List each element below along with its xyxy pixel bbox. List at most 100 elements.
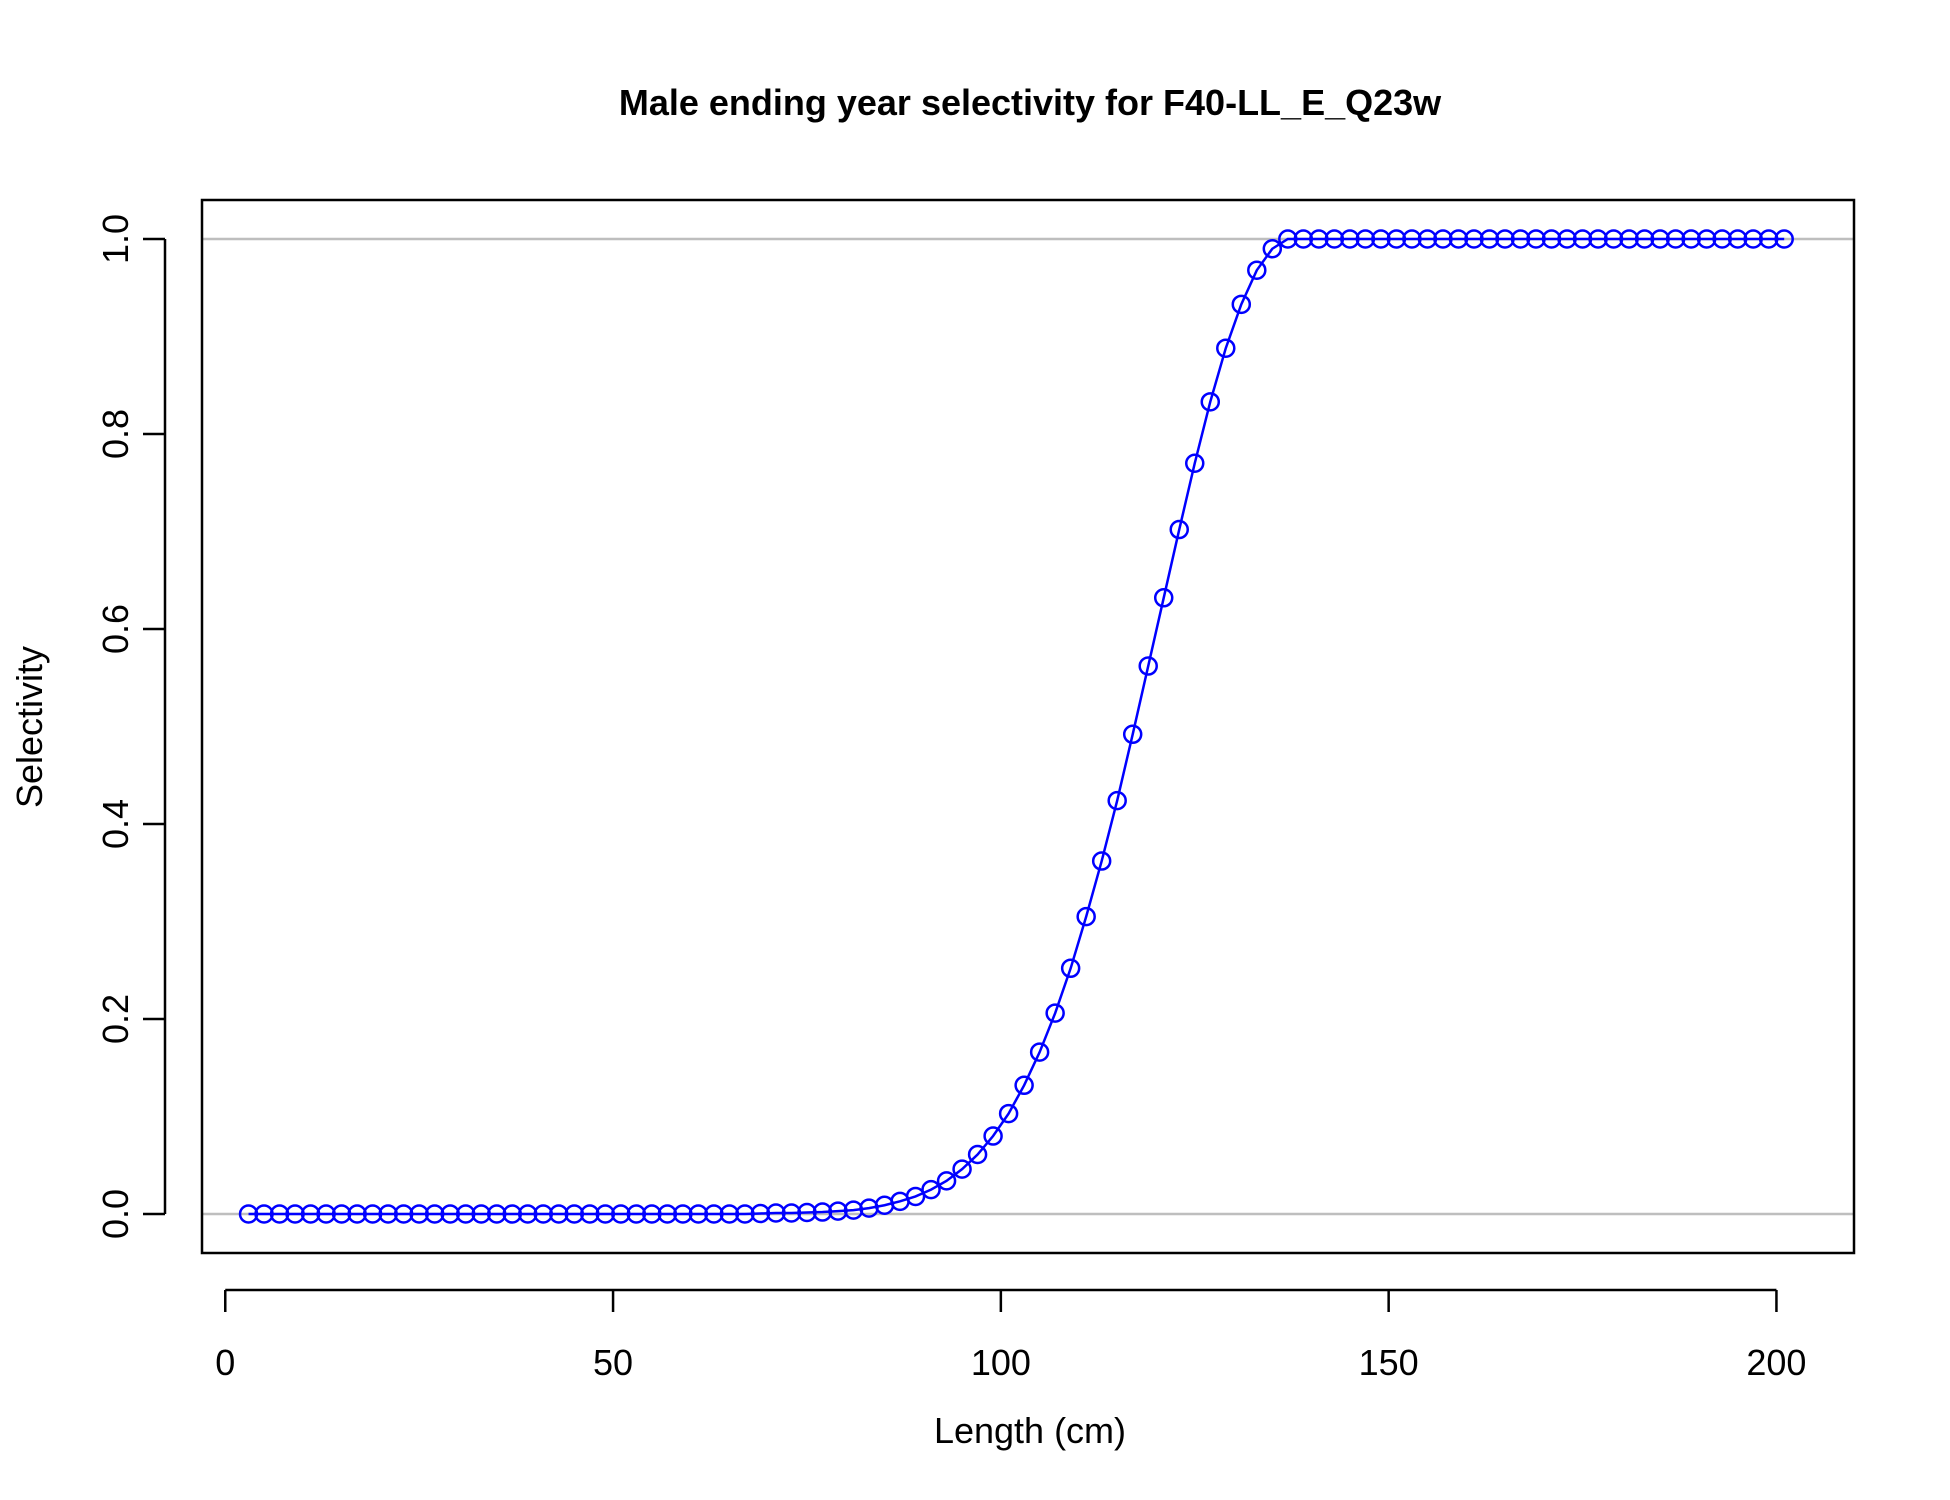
x-tick-label: 150: [1359, 1342, 1419, 1383]
data-point: [719, 1204, 740, 1224]
data-point: [1665, 229, 1686, 249]
data-point: [1758, 229, 1779, 249]
data-point: [1696, 229, 1717, 249]
data-point: [1371, 229, 1391, 249]
data-point: [533, 1204, 554, 1224]
data-point: [285, 1204, 305, 1224]
data-point: [1014, 1075, 1034, 1096]
data-point: [1712, 229, 1732, 249]
data-point: [595, 1204, 616, 1224]
data-point: [1045, 1003, 1065, 1023]
data-point: [393, 1204, 414, 1224]
data-point: [1324, 229, 1345, 249]
data-point: [1743, 229, 1763, 249]
data-point: [1076, 906, 1096, 927]
y-tick-label: 1.0: [95, 214, 136, 264]
x-axis-label: Length (cm): [934, 1410, 1126, 1451]
data-point: [331, 1204, 352, 1224]
series-line: [248, 237, 1785, 1216]
data-point: [455, 1204, 476, 1224]
data-point: [1603, 229, 1624, 249]
x-tick-label: 50: [593, 1342, 633, 1383]
data-point: [1402, 229, 1422, 249]
data-point: [1355, 229, 1376, 249]
data-point: [626, 1204, 647, 1224]
data-point: [1479, 229, 1500, 249]
x-tick-label: 200: [1746, 1342, 1806, 1383]
data-point: [1572, 229, 1593, 249]
data-point: [1541, 229, 1562, 249]
data-point: [1309, 229, 1329, 249]
data-point: [967, 1144, 988, 1165]
data-point: [1153, 588, 1174, 608]
data-point: [580, 1204, 600, 1224]
data-point: [1727, 229, 1748, 249]
plot-frame: [200, 198, 1856, 1255]
data-point: [564, 1204, 585, 1224]
data-point: [1774, 229, 1794, 249]
data-point: [1681, 229, 1701, 249]
y-axis: 0.0 0.2 0.4 0.6 0.8 1.0: [95, 214, 167, 1239]
data-point: [1122, 724, 1143, 745]
data-point: [1231, 294, 1252, 315]
data-point: [1200, 392, 1221, 412]
data-point: [1138, 656, 1158, 676]
data-point: [1293, 229, 1314, 249]
data-point: [657, 1204, 678, 1224]
data-point: [1060, 958, 1081, 979]
data-point: [1433, 229, 1453, 249]
data-point: [238, 1204, 259, 1224]
data-point: [936, 1171, 957, 1191]
data-point: [1510, 229, 1531, 249]
data-point: [1091, 851, 1112, 871]
data-point: [750, 1203, 771, 1224]
data-point: [1619, 229, 1639, 249]
data-point: [1247, 260, 1267, 280]
data-point: [1448, 229, 1469, 249]
data-point: [642, 1204, 662, 1224]
y-tick-label: 0.4: [95, 799, 136, 849]
data-point: [905, 1186, 926, 1207]
reference-lines: [202, 237, 1854, 1216]
data-point: [983, 1126, 1003, 1146]
data-point: [1029, 1042, 1050, 1062]
data-point: [1216, 338, 1236, 358]
data-point: [409, 1204, 429, 1224]
data-point: [673, 1204, 693, 1224]
data-point: [424, 1204, 445, 1224]
data-point: [704, 1204, 724, 1224]
data-point: [549, 1204, 569, 1224]
y-tick-label: 0.8: [95, 409, 136, 459]
data-point: [316, 1204, 336, 1224]
data-point: [502, 1204, 522, 1224]
data-point: [1557, 229, 1577, 249]
data-point: [1526, 229, 1546, 249]
data-point: [517, 1204, 538, 1224]
data-point: [1417, 229, 1438, 249]
data-point: [1169, 519, 1189, 540]
y-tick-label: 0.0: [95, 1189, 136, 1239]
data-point: [362, 1204, 383, 1224]
data-point: [735, 1204, 755, 1224]
y-tick-label: 0.6: [95, 604, 136, 654]
data-point: [1107, 790, 1127, 811]
data-point: [797, 1202, 817, 1223]
data-point: [1262, 239, 1283, 259]
data-point: [254, 1204, 274, 1224]
data-point: [781, 1203, 802, 1223]
data-point: [300, 1204, 321, 1224]
data-point: [1386, 229, 1407, 249]
data-point: [440, 1204, 460, 1224]
data-point: [269, 1204, 290, 1224]
data-point: [688, 1204, 709, 1224]
x-tick-label: 100: [971, 1342, 1031, 1383]
data-point: [1464, 229, 1484, 249]
series-layer: [238, 229, 1794, 1224]
data-point: [998, 1103, 1019, 1124]
y-tick-label: 0.2: [95, 994, 136, 1044]
data-point: [1634, 229, 1655, 249]
data-point: [1588, 229, 1608, 249]
data-point: [1340, 229, 1360, 249]
chart-title: Male ending year selectivity for F40-LL_…: [619, 82, 1442, 123]
